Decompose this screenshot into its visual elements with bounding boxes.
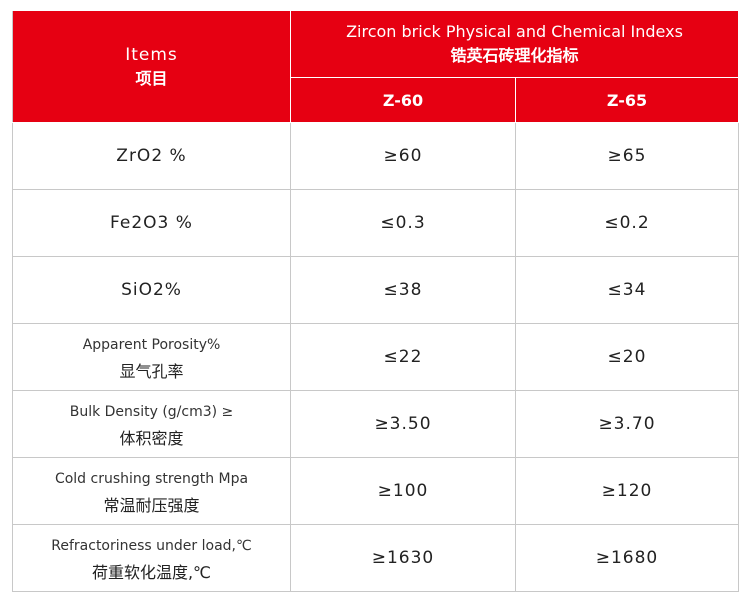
table-row: Refractoriness under load,℃ 荷重软化温度,℃ ≥1630… — [12, 524, 739, 592]
item-cell: Cold crushing strength Mpa 常温耐压强度 — [12, 457, 291, 525]
item-label: SiO2% — [121, 280, 182, 300]
title-zh: 锆英石砖理化指标 — [450, 46, 579, 65]
items-label: Items — [125, 44, 178, 65]
item-cell: ZrO2 % — [12, 122, 291, 190]
value-cell: ≥3.50 — [290, 390, 516, 458]
value-cell: ≥120 — [515, 457, 739, 525]
value-cell: ≥1630 — [290, 524, 516, 592]
value-cell: ≤0.3 — [290, 189, 516, 257]
value-cell: ≤0.2 — [515, 189, 739, 257]
item-label: 荷重软化温度,℃ — [91, 563, 212, 582]
index-table: Items 项目 Zircon brick Physical and Chemi… — [12, 10, 739, 592]
title: Zircon brick Physical and Chemical Index… — [346, 22, 683, 41]
item-cell: Refractoriness under load,℃ 荷重软化温度,℃ — [12, 524, 291, 592]
item-label: ZrO2 % — [116, 146, 187, 166]
value-cell: ≥100 — [290, 457, 516, 525]
item-cell: SiO2% — [12, 256, 291, 324]
item-label: 体积密度 — [119, 429, 184, 448]
item-label: 常温耐压强度 — [103, 496, 200, 515]
value-cell: ≤38 — [290, 256, 516, 324]
item-label: 显气孔率 — [119, 362, 184, 381]
value-cell: ≥65 — [515, 122, 739, 190]
table-row: Cold crushing strength Mpa 常温耐压强度 ≥100 ≥120 — [12, 457, 739, 525]
table-body: ZrO2 % ≥60 ≥65 Fe2O3 % ≤0.3 ≤0.2 SiO2% ≤38 ≤34 Ap… — [12, 122, 739, 592]
items-header: Items 项目 — [12, 10, 291, 123]
column-header: Z-65 — [515, 77, 739, 123]
item-label: Fe2O3 % — [110, 213, 193, 233]
items-label-zh: 项目 — [135, 68, 168, 88]
item-cell: Fe2O3 % — [12, 189, 291, 257]
item-cell: Bulk Density (g/cm3) ≥ 体积密度 — [12, 390, 291, 458]
column-header: Z-60 — [290, 77, 516, 123]
item-label: Cold crushing strength Mpa — [54, 471, 249, 487]
value-cell: ≥3.70 — [515, 390, 739, 458]
item-label: Apparent Porosity% — [82, 337, 221, 353]
title-header: Zircon brick Physical and Chemical Index… — [290, 10, 739, 78]
value-cell: ≤22 — [290, 323, 516, 391]
table-row: Fe2O3 % ≤0.3 ≤0.2 — [12, 189, 739, 257]
table-row: ZrO2 % ≥60 ≥65 — [12, 122, 739, 190]
value-cell: ≥60 — [290, 122, 516, 190]
value-cell: ≤20 — [515, 323, 739, 391]
item-cell: Apparent Porosity% 显气孔率 — [12, 323, 291, 391]
value-cell: ≤34 — [515, 256, 739, 324]
item-label: Refractoriness under load,℃ — [51, 538, 252, 554]
table-row: Bulk Density (g/cm3) ≥ 体积密度 ≥3.50 ≥3.70 — [12, 390, 739, 458]
table-row: Apparent Porosity% 显气孔率 ≤22 ≤20 — [12, 323, 739, 391]
item-label: Bulk Density (g/cm3) ≥ — [69, 404, 234, 420]
value-cell: ≥1680 — [515, 524, 739, 592]
table-row: SiO2% ≤38 ≤34 — [12, 256, 739, 324]
